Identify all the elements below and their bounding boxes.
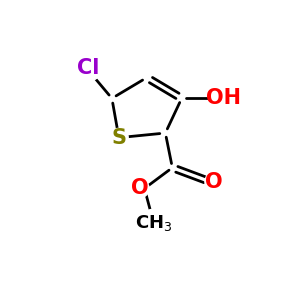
Text: Cl: Cl bbox=[77, 58, 100, 78]
Circle shape bbox=[110, 128, 128, 147]
Circle shape bbox=[140, 209, 168, 237]
Text: S: S bbox=[111, 128, 126, 148]
Circle shape bbox=[76, 56, 101, 81]
Text: O: O bbox=[206, 172, 223, 191]
Text: CH$_3$: CH$_3$ bbox=[135, 213, 172, 233]
Circle shape bbox=[210, 85, 238, 112]
Circle shape bbox=[205, 172, 224, 191]
Text: O: O bbox=[131, 178, 148, 199]
Text: OH: OH bbox=[206, 88, 241, 108]
Circle shape bbox=[130, 179, 149, 198]
